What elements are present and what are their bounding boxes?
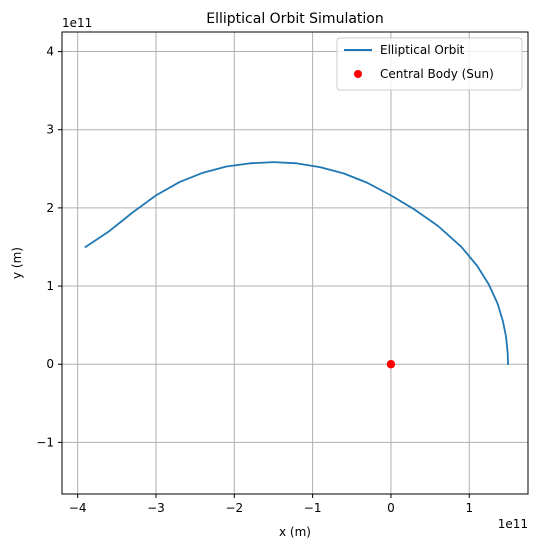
legend-box bbox=[336, 37, 523, 91]
x-tick-label: 1 bbox=[465, 501, 473, 515]
y-tick-label: −1 bbox=[36, 435, 54, 449]
y-axis-offset-label: 1e11 bbox=[62, 16, 92, 30]
x-tick-label: −4 bbox=[69, 501, 87, 515]
y-tick-label: 3 bbox=[46, 123, 54, 137]
x-tick-label: 0 bbox=[387, 501, 395, 515]
y-tick-label: 0 bbox=[46, 357, 54, 371]
legend-orbit-label: Elliptical Orbit bbox=[380, 43, 465, 57]
y-tick-label: 2 bbox=[46, 201, 54, 215]
series-line-elliptical-orbit bbox=[84, 161, 510, 366]
legend-sun-label: Central Body (Sun) bbox=[380, 67, 494, 81]
x-axis-label: x (m) bbox=[279, 525, 311, 539]
chart-title: Elliptical Orbit Simulation bbox=[206, 11, 383, 27]
ticks: −4 −3 −2 −1 0 1 −1 0 1 2 3 4 bbox=[36, 45, 473, 515]
legend-sun-marker-swatch bbox=[354, 70, 362, 78]
scatter-point-central-body bbox=[386, 360, 396, 369]
x-tick-label: −2 bbox=[225, 501, 243, 515]
y-tick-label: 1 bbox=[46, 279, 54, 293]
plot-data bbox=[84, 161, 510, 369]
legend: Elliptical Orbit Central Body (Sun) bbox=[336, 37, 523, 91]
x-axis-offset-label: 1e11 bbox=[498, 517, 528, 531]
axes-frame bbox=[61, 31, 529, 495]
x-tick-label: −3 bbox=[147, 501, 165, 515]
y-axis-label: y (m) bbox=[10, 247, 24, 279]
y-tick-label: 4 bbox=[46, 45, 54, 59]
x-tick-label: −1 bbox=[304, 501, 322, 515]
grid bbox=[62, 32, 528, 494]
